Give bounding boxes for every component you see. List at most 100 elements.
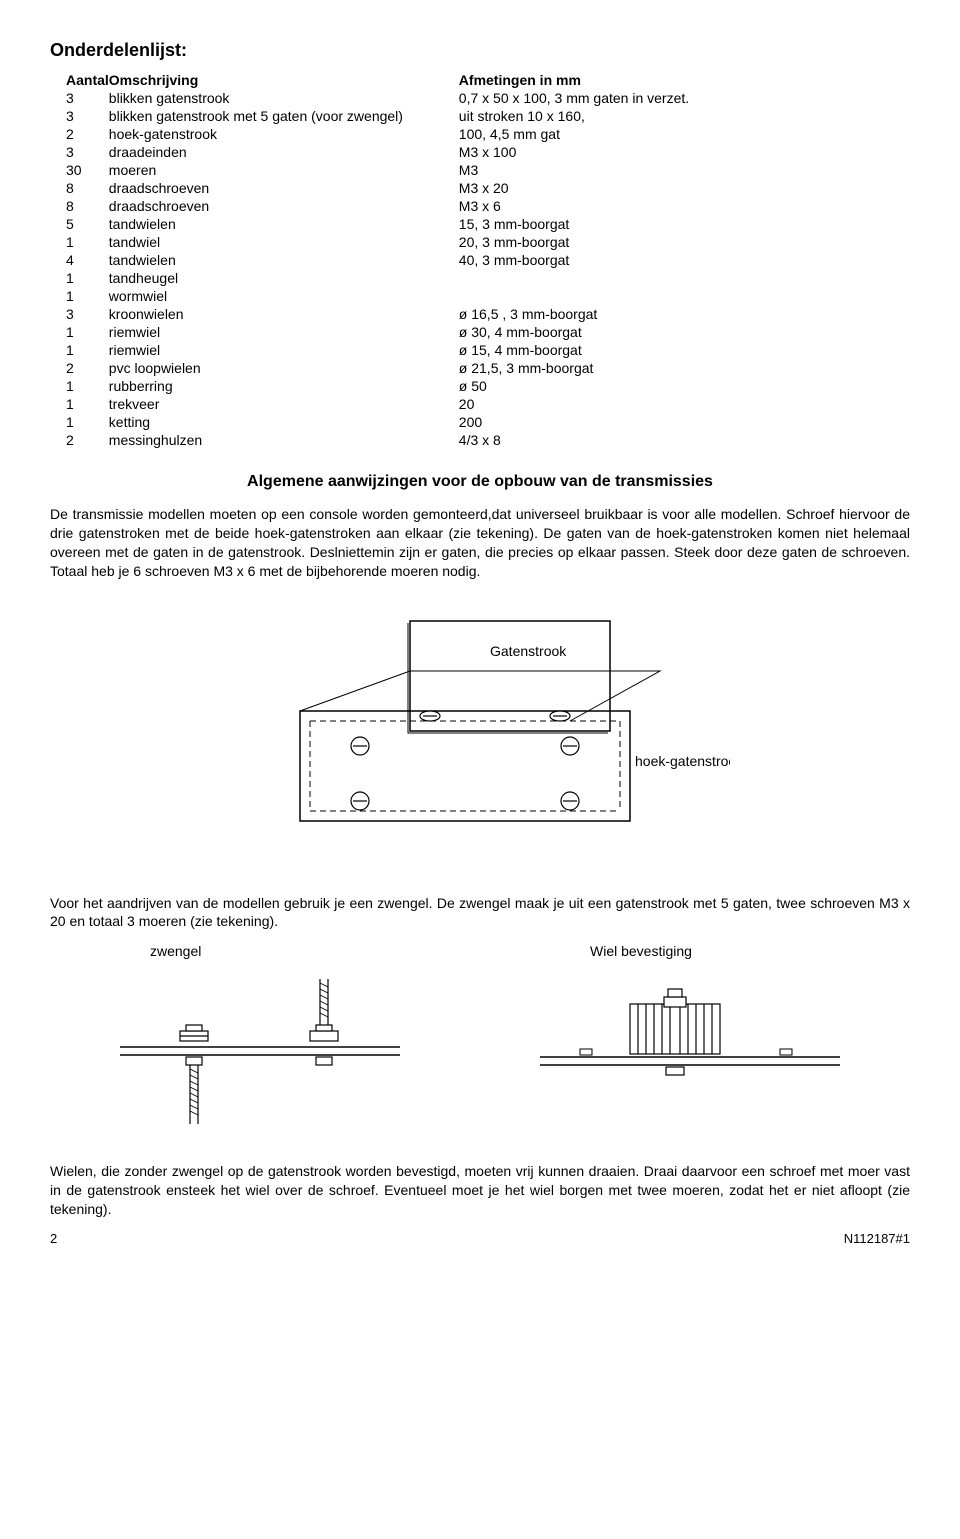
cell-desc: draadschroeven [109, 179, 459, 197]
cell-dim [459, 269, 910, 287]
table-row: 1rubberringø 50 [50, 377, 910, 395]
paragraph-1: De transmissie modellen moeten op een co… [50, 505, 910, 581]
table-row: 1tandwiel20, 3 mm-boorgat [50, 233, 910, 251]
diagram-row: zwengel [50, 943, 910, 1132]
cell-desc: tandheugel [109, 269, 459, 287]
cell-qty: 5 [50, 215, 109, 233]
doc-code: N112187#1 [844, 1231, 910, 1246]
cell-qty: 4 [50, 251, 109, 269]
cell-dim: ø 30, 4 mm-boorgat [459, 323, 910, 341]
cell-dim: M3 x 20 [459, 179, 910, 197]
cell-qty: 1 [50, 269, 109, 287]
cell-qty: 1 [50, 413, 109, 431]
header-desc: Omschrijving [109, 71, 459, 89]
table-row: 1trekveer20 [50, 395, 910, 413]
cell-dim: 40, 3 mm-boorgat [459, 251, 910, 269]
cell-qty: 3 [50, 89, 109, 107]
label-wiel: Wiel bevestiging [530, 943, 850, 959]
footer: 2 N112187#1 [50, 1231, 910, 1246]
cell-desc: blikken gatenstrook met 5 gaten (voor zw… [109, 107, 459, 125]
cell-qty: 1 [50, 233, 109, 251]
table-row: 1riemwielø 30, 4 mm-boorgat [50, 323, 910, 341]
cell-dim: ø 16,5 , 3 mm-boorgat [459, 305, 910, 323]
cell-desc: trekveer [109, 395, 459, 413]
cell-desc: rubberring [109, 377, 459, 395]
cell-qty: 1 [50, 341, 109, 359]
cell-qty: 2 [50, 125, 109, 143]
cell-dim: 20 [459, 395, 910, 413]
cell-dim: M3 x 100 [459, 143, 910, 161]
cell-dim: ø 15, 4 mm-boorgat [459, 341, 910, 359]
table-row: 8draadschroevenM3 x 6 [50, 197, 910, 215]
header-dim: Afmetingen in mm [459, 71, 910, 89]
cell-qty: 3 [50, 107, 109, 125]
cell-desc: tandwielen [109, 251, 459, 269]
cell-qty: 1 [50, 395, 109, 413]
cell-desc: draadeinden [109, 143, 459, 161]
label-gatenstrook: Gatenstrook [490, 643, 567, 659]
cell-desc: hoek-gatenstrook [109, 125, 459, 143]
table-row: 2pvc loopwielenø 21,5, 3 mm-boorgat [50, 359, 910, 377]
cell-desc: riemwiel [109, 341, 459, 359]
table-row: 30moerenM3 [50, 161, 910, 179]
cell-dim: 4/3 x 8 [459, 431, 910, 449]
cell-dim: 0,7 x 50 x 100, 3 mm gaten in verzet. [459, 89, 910, 107]
cell-dim: uit stroken 10 x 160, [459, 107, 910, 125]
cell-qty: 2 [50, 431, 109, 449]
cell-dim: ø 50 [459, 377, 910, 395]
cell-qty: 2 [50, 359, 109, 377]
cell-dim: M3 [459, 161, 910, 179]
section-heading: Algemene aanwijzingen voor de opbouw van… [50, 473, 910, 491]
cell-dim [459, 287, 910, 305]
page-number: 2 [50, 1231, 57, 1246]
cell-dim: ø 21,5, 3 mm-boorgat [459, 359, 910, 377]
cell-desc: riemwiel [109, 323, 459, 341]
table-row: 3draadeindenM3 x 100 [50, 143, 910, 161]
cell-desc: draadschroeven [109, 197, 459, 215]
cell-qty: 30 [50, 161, 109, 179]
cell-dim: 100, 4,5 mm gat [459, 125, 910, 143]
cell-qty: 1 [50, 287, 109, 305]
cell-qty: 8 [50, 197, 109, 215]
parts-table: Aantal Omschrijving Afmetingen in mm 3bl… [50, 71, 910, 449]
diagram-wiel [530, 969, 850, 1129]
diagram-console: Gatenstrook hoek-gatenstrook [50, 601, 910, 864]
table-row: 4tandwielen40, 3 mm-boorgat [50, 251, 910, 269]
cell-desc: kroonwielen [109, 305, 459, 323]
cell-desc: tandwiel [109, 233, 459, 251]
cell-dim: M3 x 6 [459, 197, 910, 215]
diagram-zwengel [110, 969, 410, 1129]
label-zwengel: zwengel [110, 943, 410, 959]
table-row: 1wormwiel [50, 287, 910, 305]
cell-desc: moeren [109, 161, 459, 179]
cell-desc: blikken gatenstrook [109, 89, 459, 107]
cell-desc: tandwielen [109, 215, 459, 233]
cell-qty: 3 [50, 143, 109, 161]
cell-qty: 3 [50, 305, 109, 323]
cell-dim: 15, 3 mm-boorgat [459, 215, 910, 233]
label-hoek: hoek-gatenstrook [635, 753, 730, 769]
cell-qty: 1 [50, 323, 109, 341]
cell-desc: messinghulzen [109, 431, 459, 449]
cell-desc: ketting [109, 413, 459, 431]
cell-qty: 1 [50, 377, 109, 395]
paragraph-2: Voor het aandrijven van de modellen gebr… [50, 894, 910, 932]
cell-desc: pvc loopwielen [109, 359, 459, 377]
table-row: 5tandwielen15, 3 mm-boorgat [50, 215, 910, 233]
paragraph-3: Wielen, die zonder zwengel op de gatenst… [50, 1162, 910, 1219]
cell-desc: wormwiel [109, 287, 459, 305]
table-row: 8draadschroevenM3 x 20 [50, 179, 910, 197]
table-row: 3blikken gatenstrook met 5 gaten (voor z… [50, 107, 910, 125]
table-row: 3blikken gatenstrook0,7 x 50 x 100, 3 mm… [50, 89, 910, 107]
header-qty: Aantal [50, 71, 109, 89]
table-row: 1riemwielø 15, 4 mm-boorgat [50, 341, 910, 359]
table-row: 3kroonwielenø 16,5 , 3 mm-boorgat [50, 305, 910, 323]
table-row: 1tandheugel [50, 269, 910, 287]
table-row: 2messinghulzen4/3 x 8 [50, 431, 910, 449]
table-row: 1ketting200 [50, 413, 910, 431]
table-header-row: Aantal Omschrijving Afmetingen in mm [50, 71, 910, 89]
table-row: 2hoek-gatenstrook100, 4,5 mm gat [50, 125, 910, 143]
page-title: Onderdelenlijst: [50, 40, 910, 61]
cell-dim: 20, 3 mm-boorgat [459, 233, 910, 251]
cell-qty: 8 [50, 179, 109, 197]
